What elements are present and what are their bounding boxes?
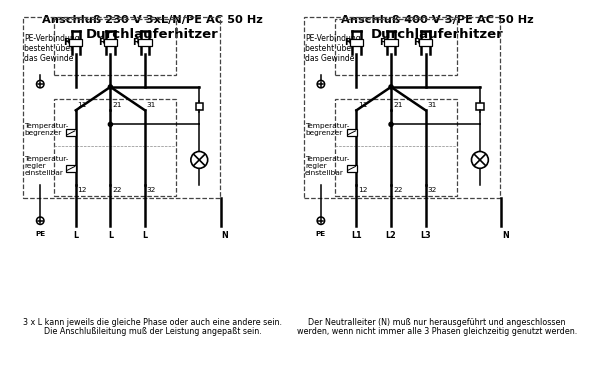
Text: 22: 22 <box>393 187 403 193</box>
Bar <box>347 165 357 172</box>
Text: 22: 22 <box>112 187 122 193</box>
Circle shape <box>109 122 112 126</box>
Text: PE-Verbindung
besteht über
das Gewinde: PE-Verbindung besteht über das Gewinde <box>25 34 80 63</box>
Text: R: R <box>344 38 351 47</box>
Text: PE: PE <box>316 231 326 237</box>
Bar <box>66 165 76 172</box>
Text: 21: 21 <box>393 102 403 108</box>
Bar <box>419 39 432 46</box>
Text: PE: PE <box>35 231 46 237</box>
Text: L: L <box>142 231 148 240</box>
Text: R: R <box>64 38 71 47</box>
Bar <box>23 17 220 198</box>
Text: N: N <box>502 231 509 240</box>
Text: 3 x L kann jeweils die gleiche Phase oder auch eine andere sein.: 3 x L kann jeweils die gleiche Phase ode… <box>23 318 282 327</box>
Text: Der Neutralleiter (N) muß nur herausgeführt und angeschlossen: Der Neutralleiter (N) muß nur herausgefü… <box>308 318 566 327</box>
Text: Temperatur-
begrenzer: Temperatur- begrenzer <box>305 123 349 135</box>
Text: L: L <box>108 231 113 240</box>
Text: Temperatur-
regler
einstellbar: Temperatur- regler einstellbar <box>25 156 69 176</box>
Text: L1: L1 <box>351 231 362 240</box>
Text: R: R <box>379 38 386 47</box>
Circle shape <box>317 217 325 225</box>
Text: 32: 32 <box>428 187 437 193</box>
Text: 11: 11 <box>358 102 368 108</box>
Circle shape <box>109 85 112 89</box>
Bar <box>347 129 357 136</box>
Text: R: R <box>413 38 421 47</box>
Text: 31: 31 <box>147 102 156 108</box>
Text: L2: L2 <box>386 231 397 240</box>
Text: 31: 31 <box>428 102 437 108</box>
Text: Anschluß 230 V 3xL/N/PE AC 50 Hz: Anschluß 230 V 3xL/N/PE AC 50 Hz <box>42 15 263 25</box>
Circle shape <box>389 85 393 89</box>
Text: 12: 12 <box>77 187 87 193</box>
Bar <box>54 99 176 196</box>
Bar <box>335 19 457 75</box>
Bar <box>139 39 152 46</box>
Bar <box>476 104 484 110</box>
Text: L: L <box>73 231 79 240</box>
Text: Durchlauferhitzer: Durchlauferhitzer <box>86 28 219 41</box>
Circle shape <box>317 80 325 88</box>
Text: Anschluß 400 V 3/PE AC 50 Hz: Anschluß 400 V 3/PE AC 50 Hz <box>341 15 533 25</box>
Text: 21: 21 <box>112 102 122 108</box>
Text: Temperatur-
begrenzer: Temperatur- begrenzer <box>25 123 69 135</box>
Text: 12: 12 <box>358 187 368 193</box>
Text: Temperatur-
regler
einstellbar: Temperatur- regler einstellbar <box>305 156 349 176</box>
Text: werden, wenn nicht immer alle 3 Phasen gleichzeitig genutzt werden.: werden, wenn nicht immer alle 3 Phasen g… <box>297 327 577 336</box>
Circle shape <box>37 217 44 225</box>
Bar <box>69 39 82 46</box>
Bar <box>66 129 76 136</box>
Circle shape <box>191 152 208 168</box>
Bar <box>54 19 176 75</box>
Bar <box>104 39 117 46</box>
Text: R: R <box>133 38 140 47</box>
Bar <box>385 39 398 46</box>
Bar <box>196 104 203 110</box>
Text: 11: 11 <box>77 102 87 108</box>
Text: 32: 32 <box>147 187 156 193</box>
Text: Durchlauferhitzer: Durchlauferhitzer <box>371 28 503 41</box>
Text: Die Anschlußileitung muß der Leistung angepaßt sein.: Die Anschlußileitung muß der Leistung an… <box>44 327 262 336</box>
Text: PE-Verbindung
besteht über
das Gewinde: PE-Verbindung besteht über das Gewinde <box>305 34 361 63</box>
Bar <box>350 39 363 46</box>
Bar <box>335 99 457 196</box>
Circle shape <box>389 122 393 126</box>
Circle shape <box>472 152 488 168</box>
Text: L3: L3 <box>421 231 431 240</box>
Text: N: N <box>222 231 229 240</box>
Bar <box>304 17 500 198</box>
Text: R: R <box>98 38 105 47</box>
Circle shape <box>37 80 44 88</box>
